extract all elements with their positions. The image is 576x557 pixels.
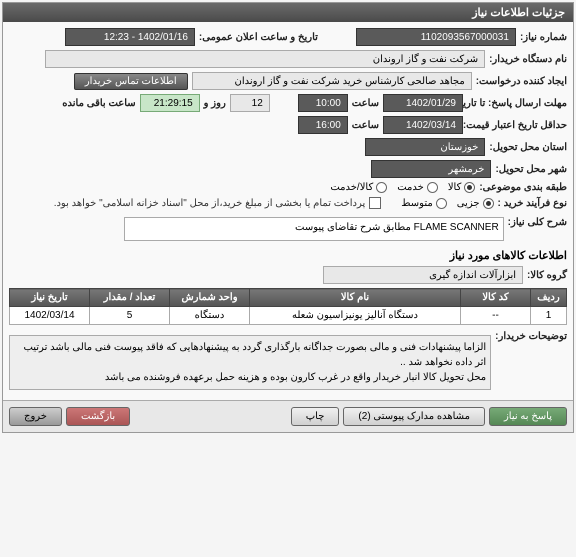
col-date: تاریخ نیاز	[10, 289, 90, 307]
radio-medium[interactable]: متوسط	[401, 198, 446, 209]
buyer-org-label: نام دستگاه خریدار:	[489, 54, 567, 65]
cell-qty: 5	[90, 307, 170, 325]
items-table: ردیف کد کالا نام کالا واحد شمارش تعداد /…	[9, 288, 567, 325]
cell-code: --	[461, 307, 531, 325]
requester-label: ایجاد کننده درخواست:	[476, 76, 567, 87]
requester-value: مجاهد صالحی کارشناس خرید شرکت نفت و گاز …	[192, 72, 472, 90]
city-value: خرمشهر	[371, 160, 491, 178]
radio-service-circle	[427, 182, 438, 193]
radio-partial-label: جزیی	[457, 198, 480, 209]
radio-partial[interactable]: جزیی	[457, 198, 494, 209]
radio-service-label: خدمت	[397, 182, 424, 193]
respond-button[interactable]: پاسخ به نیاز	[489, 407, 567, 426]
panel-body: شماره نیاز: 1102093567000031 تاریخ و ساع…	[3, 22, 573, 400]
col-code: کد کالا	[461, 289, 531, 307]
items-section-title: اطلاعات کالاهای مورد نیاز	[9, 249, 567, 262]
need-number-label: شماره نیاز:	[520, 32, 567, 43]
panel-title: جزئیات اطلاعات نیاز	[3, 3, 573, 22]
day-and-label: روز و	[204, 98, 226, 109]
radio-goods-service[interactable]: کالا/خدمت	[330, 182, 387, 193]
remaining-time: 21:29:15	[140, 94, 200, 112]
announce-datetime-label: تاریخ و ساعت اعلان عمومی:	[199, 32, 318, 43]
cell-date: 1402/03/14	[10, 307, 90, 325]
cell-unit: دستگاه	[170, 307, 250, 325]
cell-row: 1	[531, 307, 567, 325]
time-label-1: ساعت	[352, 98, 379, 109]
category-label: طبقه بندی موضوعی:	[479, 182, 567, 193]
back-button[interactable]: بازگشت	[66, 407, 130, 426]
main-panel: جزئیات اطلاعات نیاز شماره نیاز: 11020935…	[2, 2, 574, 433]
remaining-label: ساعت باقی مانده	[62, 98, 135, 109]
radio-goods-service-label: کالا/خدمت	[330, 182, 373, 193]
city-label: شهر محل تحویل:	[495, 164, 567, 175]
buyer-org-value: شرکت نفت و گاز اروندان	[45, 50, 485, 68]
need-number-value: 1102093567000031	[356, 28, 516, 46]
deadline-date: 1402/01/29	[383, 94, 463, 112]
validity-date: 1402/03/14	[383, 116, 463, 134]
col-unit: واحد شمارش	[170, 289, 250, 307]
announce-datetime-value: 1402/01/16 - 12:23	[65, 28, 195, 46]
deadline-label: مهلت ارسال پاسخ: تا تاریخ:	[467, 98, 567, 109]
validity-label: حداقل تاریخ اعتبار قیمت: تا تاریخ:	[467, 120, 567, 131]
radio-goods-service-circle	[376, 182, 387, 193]
time-label-2: ساعت	[352, 120, 379, 131]
remaining-days: 12	[230, 94, 270, 112]
col-name: نام کالا	[250, 289, 461, 307]
radio-goods[interactable]: کالا	[448, 182, 476, 193]
button-bar: پاسخ به نیاز مشاهده مدارک پیوستی (2) چاپ…	[3, 400, 573, 432]
desc-label: شرح کلی نیاز:	[508, 217, 567, 228]
process-label: نوع فرآیند خرید :	[498, 198, 567, 209]
radio-service[interactable]: خدمت	[397, 182, 438, 193]
payment-checkbox[interactable]	[369, 197, 381, 209]
radio-medium-circle	[436, 198, 447, 209]
radio-goods-circle	[464, 182, 475, 193]
radio-partial-circle	[483, 198, 494, 209]
group-label: گروه کالا:	[527, 270, 567, 281]
contact-buyer-button[interactable]: اطلاعات تماس خریدار	[74, 73, 188, 90]
buyer-notes-text: الزاما پیشنهادات فنی و مالی بصورت جداگان…	[9, 335, 491, 390]
col-qty: تعداد / مقدار	[90, 289, 170, 307]
col-row: ردیف	[531, 289, 567, 307]
province-value: خوزستان	[365, 138, 485, 156]
buyer-notes-label: توضیحات خریدار:	[495, 331, 567, 342]
cell-name: دستگاه آنالیز یونیزاسیون شعله	[250, 307, 461, 325]
validity-time: 16:00	[298, 116, 348, 134]
process-radio-group: جزیی متوسط	[401, 198, 493, 209]
print-button[interactable]: چاپ	[291, 407, 340, 426]
category-radio-group: کالا خدمت کالا/خدمت	[330, 182, 475, 193]
radio-medium-label: متوسط	[401, 198, 432, 209]
radio-goods-label: کالا	[448, 182, 462, 193]
exit-button[interactable]: خروج	[9, 407, 62, 426]
group-value: ابزارآلات اندازه گیری	[323, 266, 523, 284]
deadline-time: 10:00	[298, 94, 348, 112]
payment-note: پرداخت تمام یا بخشی از مبلغ خرید،از محل …	[54, 198, 366, 209]
table-row[interactable]: 1 -- دستگاه آنالیز یونیزاسیون شعله دستگا…	[10, 307, 567, 325]
province-label: استان محل تحویل:	[489, 142, 567, 153]
desc-value: FLAME SCANNER مطابق شرح تقاضای پیوست	[124, 217, 504, 241]
attachments-button[interactable]: مشاهده مدارک پیوستی (2)	[343, 407, 485, 426]
